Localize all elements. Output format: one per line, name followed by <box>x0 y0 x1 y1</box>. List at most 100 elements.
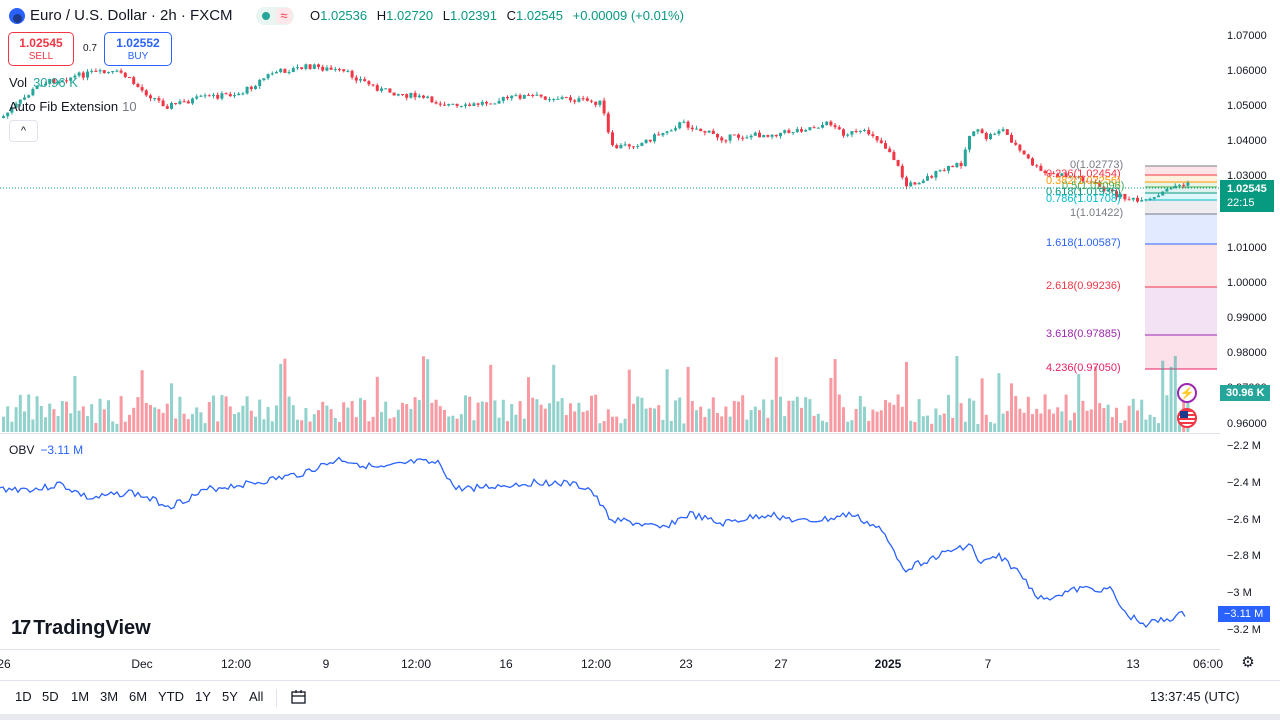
volume-bar <box>35 396 39 432</box>
range-button-5y[interactable]: 5Y <box>222 689 238 704</box>
range-button-1d[interactable]: 1D <box>15 689 32 704</box>
volume-bar <box>480 401 484 432</box>
volume-bar <box>921 416 925 432</box>
candle-body <box>170 103 173 109</box>
low-label: L <box>442 8 450 23</box>
volume-bar <box>308 421 312 432</box>
obv-chart[interactable] <box>0 434 1220 649</box>
candle-body <box>48 78 52 84</box>
candle-body <box>602 100 606 114</box>
candle-body <box>875 136 879 141</box>
candle-body <box>363 79 367 82</box>
range-button-6m[interactable]: 6M <box>129 689 148 704</box>
candle-body <box>531 94 535 96</box>
volume-bar <box>1060 411 1064 432</box>
candle-body <box>527 94 530 96</box>
volume-bar <box>644 408 648 432</box>
fib-level-label: 3.618(0.97885) <box>1046 328 1121 340</box>
price-chart[interactable] <box>0 28 1220 433</box>
candle-body <box>245 86 249 94</box>
candle-body <box>930 176 934 178</box>
time-axis[interactable]: 26 Dec 12:00 9 12:00 16 12:00 23 27 2025 7 13 06:00 <box>0 649 1223 678</box>
volume-bar <box>333 417 337 432</box>
volume-bar <box>132 407 136 432</box>
volume-bar <box>359 397 362 432</box>
time-tick-label: 23 <box>679 657 693 671</box>
buy-button[interactable]: 1.02552 BUY <box>104 32 172 66</box>
volume-bar <box>170 383 173 432</box>
volume-bar <box>850 420 854 432</box>
candle-body <box>724 140 728 142</box>
candle-body <box>623 144 627 146</box>
volume-bar <box>354 417 358 432</box>
tradingview-watermark[interactable]: 17 TradingView <box>11 617 151 640</box>
candle-body <box>1102 186 1106 192</box>
market-status-pill[interactable]: ≈ <box>256 7 294 25</box>
chart-header: Euro / U.S. Dollar · 2h · FXCM ≈ O1.0253… <box>0 0 1220 32</box>
range-button-all[interactable]: All <box>249 689 264 704</box>
volume-bar <box>270 421 274 432</box>
pane-divider[interactable] <box>0 433 1220 434</box>
volume-bar <box>716 412 719 432</box>
candle-body <box>501 96 505 101</box>
range-button-ytd[interactable]: YTD <box>158 689 184 704</box>
candle-body <box>762 135 766 138</box>
go-to-date-calendar-icon[interactable] <box>290 688 308 706</box>
volume-bar <box>111 421 115 432</box>
volume-bar <box>896 394 900 432</box>
candle-body <box>779 132 782 137</box>
obv-axis[interactable]: −2.2 M −2.4 M −2.6 M −2.8 M −3 M −3.2 M <box>1220 434 1280 649</box>
candle-body <box>892 152 896 161</box>
volume-bar <box>1056 407 1060 432</box>
low-value: 1.02391 <box>450 8 497 23</box>
sell-button[interactable]: 1.02545 SELL <box>8 32 74 66</box>
price-tick-label: 1.04000 <box>1227 135 1267 147</box>
volume-bar <box>888 402 892 432</box>
candle-body <box>661 132 665 136</box>
candle-body <box>955 162 959 168</box>
range-button-1y[interactable]: 1Y <box>195 689 211 704</box>
obv-legend[interactable]: OBV −3.11 M <box>9 443 83 457</box>
volume-bar <box>686 366 690 432</box>
volume-bar <box>430 402 434 432</box>
price-tick-label: 1.07000 <box>1227 30 1267 42</box>
volume-bar <box>892 404 896 432</box>
candle-body <box>993 133 997 135</box>
volume-bar <box>669 420 673 432</box>
close-label: C <box>506 8 517 23</box>
volume-bar <box>65 401 68 432</box>
chart-settings-icon[interactable]: ⚙ <box>1241 654 1255 671</box>
symbol-title[interactable]: Euro / U.S. Dollar · 2h · FXCM <box>30 7 233 24</box>
fib-legend[interactable]: Auto Fib Extension 10 <box>9 99 137 114</box>
utc-clock[interactable]: 13:37:45 (UTC) <box>1150 689 1240 704</box>
candle-body <box>438 103 442 105</box>
volume-bar <box>56 416 60 432</box>
candle-body <box>564 97 568 99</box>
candle-body <box>699 128 703 132</box>
candle-body <box>1026 154 1030 159</box>
symbol-logo-icon[interactable] <box>9 8 25 24</box>
volume-bar <box>749 410 753 432</box>
volume-bar <box>233 413 236 432</box>
us-flag-icon[interactable] <box>1177 408 1197 428</box>
price-axis[interactable]: 1.07000 1.06000 1.05000 1.04000 1.03000 1.010… <box>1220 28 1280 433</box>
candle-body <box>787 130 791 133</box>
candle-body <box>443 104 446 106</box>
volume-bar <box>791 400 795 432</box>
volume-bar <box>409 408 413 432</box>
candle-body <box>1064 173 1068 178</box>
volume-bar <box>863 406 866 432</box>
range-button-1m[interactable]: 1M <box>71 689 90 704</box>
volume-legend[interactable]: Vol 30.96 K <box>9 75 78 90</box>
volume-bar <box>854 409 858 432</box>
range-button-3m[interactable]: 3M <box>100 689 119 704</box>
collapse-legend-button[interactable]: ^ <box>9 120 38 142</box>
range-button-5d[interactable]: 5D <box>42 689 59 704</box>
candle-body <box>291 68 295 73</box>
volume-bar <box>262 419 266 432</box>
candle-body <box>606 113 610 133</box>
candle-body <box>879 140 883 144</box>
candle-body <box>6 112 10 117</box>
lightning-icon[interactable]: ⚡ <box>1177 383 1197 403</box>
candle-body <box>938 170 942 172</box>
